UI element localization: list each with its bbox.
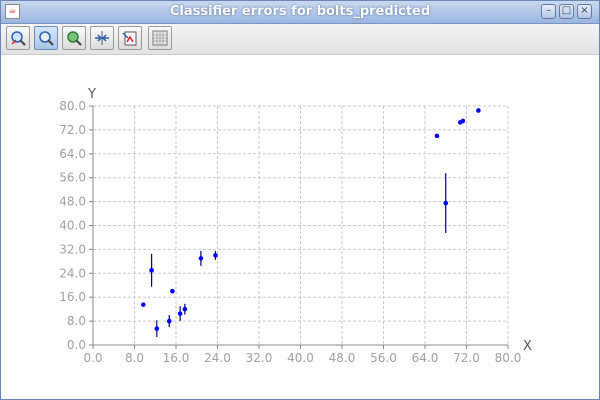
- x-tick-label: 32.0: [246, 351, 273, 365]
- fit-icon: [95, 31, 109, 45]
- data-point[interactable]: [434, 133, 440, 139]
- data-point[interactable]: [170, 288, 175, 294]
- y-tick-label: 48.0: [59, 195, 86, 209]
- data-point[interactable]: [177, 311, 183, 316]
- x-tick-label: 72.0: [453, 351, 480, 365]
- data-point[interactable]: [166, 318, 172, 324]
- data-point[interactable]: [182, 306, 188, 312]
- window-title: Classifier errors for bolts_predicted: [169, 4, 431, 19]
- y-axis-label: Y: [87, 87, 96, 102]
- save-icon: [122, 31, 137, 46]
- data-point[interactable]: [198, 256, 204, 261]
- y-tick-label: 0.0: [67, 338, 86, 352]
- y-tick-label: 24.0: [59, 266, 86, 280]
- x-tick-label: 80.0: [495, 351, 522, 365]
- x-tick-label: 8.0: [125, 351, 144, 365]
- y-tick-label: 56.0: [59, 171, 86, 185]
- x-axis-label: X: [523, 339, 532, 354]
- data-point[interactable]: [460, 118, 466, 124]
- zoom-reset-icon: [11, 31, 26, 46]
- y-tick-label: 8.0: [67, 314, 86, 328]
- x-tick-label: 48.0: [329, 351, 356, 365]
- scatter-chart[interactable]: 0.0 8.0 16.0 24.0 32.0 40.0 48.0 56.0 64.0 72.0 80…: [0, 54, 598, 398]
- grid-button[interactable]: [148, 26, 172, 50]
- maximize-button[interactable]: □: [559, 4, 574, 19]
- x-tick-label: 64.0: [412, 351, 439, 365]
- y-tick-label: 64.0: [59, 147, 86, 161]
- toolbar: [1, 24, 599, 55]
- y-tick-label: 80.0: [59, 99, 86, 113]
- pan-button[interactable]: [62, 26, 86, 50]
- close-button[interactable]: ×: [577, 4, 592, 19]
- y-tick-label: 32.0: [59, 242, 86, 256]
- zoom-button[interactable]: [34, 26, 58, 50]
- x-tick-label: 24.0: [204, 351, 231, 365]
- data-point[interactable]: [154, 326, 160, 331]
- save-button[interactable]: [118, 26, 142, 50]
- x-tick-label: 40.0: [287, 351, 314, 365]
- zoom-icon: [39, 31, 54, 46]
- pan-icon: [67, 31, 82, 46]
- minimize-button[interactable]: –: [541, 4, 556, 19]
- grid-icon: [152, 30, 168, 46]
- java-icon[interactable]: ☕: [5, 4, 20, 19]
- x-tick-label: 0.0: [83, 351, 102, 365]
- title-bar[interactable]: ☕ Classifier errors for bolts_predicted …: [1, 1, 599, 24]
- zoom-reset-button[interactable]: [6, 26, 30, 50]
- data-point[interactable]: [149, 268, 154, 273]
- data-point[interactable]: [443, 200, 449, 206]
- y-tick-label: 16.0: [59, 290, 86, 304]
- x-tick-label: 16.0: [163, 351, 190, 365]
- data-point[interactable]: [476, 108, 481, 113]
- y-tick-label: 72.0: [59, 123, 86, 137]
- y-tick-label: 40.0: [59, 219, 86, 233]
- data-point[interactable]: [213, 253, 218, 258]
- x-tick-label: 56.0: [370, 351, 397, 365]
- data-point[interactable]: [141, 302, 146, 307]
- fit-button[interactable]: [90, 26, 114, 50]
